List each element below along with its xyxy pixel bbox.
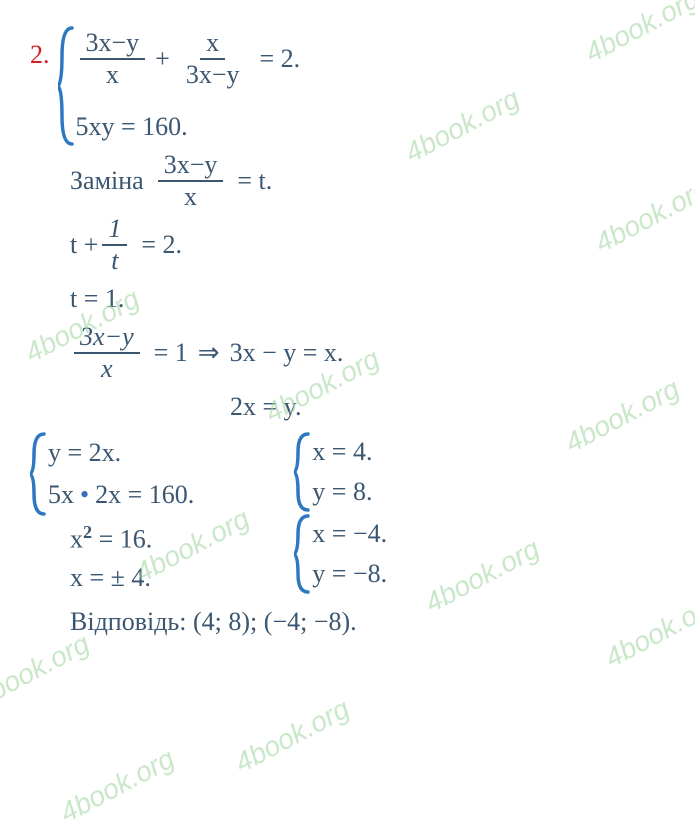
system-1: 2. 3x−y x + x 3x−y = 2. 5xy = 160. bbox=[30, 26, 665, 146]
system-r1: x = 4. y = 8. bbox=[294, 432, 387, 512]
answer-line: Відповідь: (4; 8); (−4; −8). bbox=[70, 603, 665, 641]
left-column: y = 2x. 5x • 2x = 160. x2 = 16. x = ± 4. bbox=[30, 432, 194, 597]
t-eq-2: t = 1. bbox=[70, 280, 665, 318]
sysL-line4: x = ± 4. bbox=[70, 563, 194, 593]
system-r2: x = −4. y = −8. bbox=[294, 514, 387, 594]
derivation-2: 2x = y. bbox=[230, 388, 665, 426]
fraction: 3x−y x bbox=[74, 324, 140, 382]
sysL-eq2: 5x • 2x = 160. bbox=[48, 480, 194, 510]
watermark: 4book.org bbox=[230, 693, 355, 780]
sys1-eq2: 5xy = 160. bbox=[76, 112, 301, 142]
brace-icon bbox=[30, 432, 48, 516]
brace-icon bbox=[294, 432, 312, 512]
right-column: x = 4. y = 8. x = −4. y = −8. bbox=[294, 432, 387, 596]
brace-icon bbox=[58, 26, 76, 146]
dot-icon: • bbox=[80, 480, 89, 510]
t-eq-1: t + 1 t = 2. bbox=[70, 216, 665, 274]
sysL-line3: x2 = 16. bbox=[70, 522, 194, 555]
solution-row: y = 2x. 5x • 2x = 160. x2 = 16. x = ± 4.… bbox=[30, 432, 665, 597]
fraction: x 3x−y bbox=[180, 30, 246, 88]
sysL-eq1: y = 2x. bbox=[48, 438, 194, 468]
problem-number: 2. bbox=[30, 26, 50, 70]
brace-icon bbox=[294, 514, 312, 594]
substitution: Заміна 3x−y x = t. bbox=[70, 152, 665, 210]
watermark: 4book.org bbox=[55, 743, 180, 829]
fraction: 3x−y x bbox=[158, 152, 224, 210]
sys1-eq1: 3x−y x + x 3x−y = 2. bbox=[76, 30, 301, 88]
arrow-icon: ⇒ bbox=[198, 338, 220, 368]
system-left: y = 2x. 5x • 2x = 160. bbox=[30, 432, 194, 516]
fraction: 1 t bbox=[102, 216, 127, 274]
fraction: 3x−y x bbox=[80, 30, 146, 88]
system-1-body: 3x−y x + x 3x−y = 2. 5xy = 160. bbox=[76, 26, 301, 146]
derivation-1: 3x−y x = 1 ⇒ 3x − y = x. bbox=[70, 324, 665, 382]
